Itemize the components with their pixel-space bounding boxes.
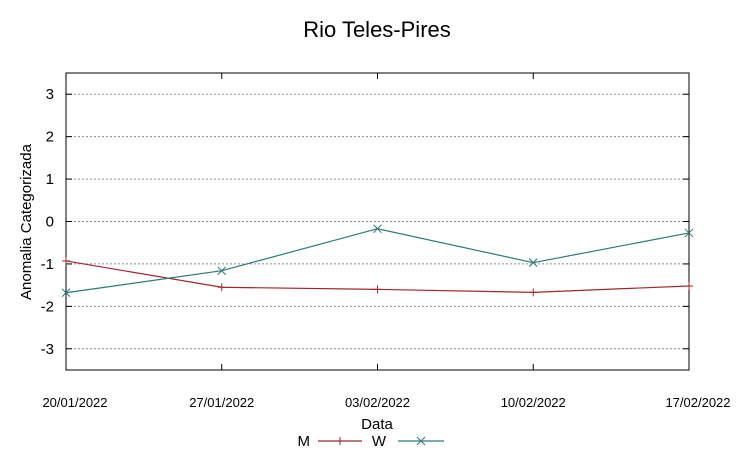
x-axis-ticks: 20/01/2022 27/01/2022 03/02/2022 10/02/2022…: [42, 73, 731, 410]
chart-title: Rio Teles-Pires: [303, 17, 451, 42]
x-tick-label: 27/01/2022: [189, 395, 254, 410]
y-tick-label: 0: [46, 214, 54, 231]
data-point-M: [529, 288, 538, 297]
data-point-W: [684, 228, 694, 238]
legend-marker-M: [336, 437, 344, 445]
data-point-W: [528, 258, 538, 268]
y-tick-label: 1: [46, 171, 54, 188]
series-layer: [61, 224, 694, 298]
data-point-M: [685, 281, 693, 290]
legend-marker-W: [416, 436, 426, 446]
y-tick-label: 2: [46, 129, 54, 146]
grid-lines: [66, 93, 689, 350]
x-tick-label: 17/02/2022: [665, 395, 730, 410]
series-line-W: [65, 228, 690, 294]
data-point-M: [217, 283, 226, 292]
y-tick-label: -3: [41, 341, 54, 358]
data-point-W: [217, 266, 227, 276]
legend-label-M: M: [298, 433, 311, 450]
data-point-M: [62, 256, 70, 265]
data-point-W: [373, 224, 382, 234]
y-axis-label: Anomalia Categorizada: [18, 143, 35, 300]
y-tick-label: -2: [41, 298, 54, 315]
legend-label-W: W: [372, 433, 387, 450]
x-tick-label: 20/01/2022: [42, 395, 107, 410]
y-axis-ticks: 3 2 1 0 -1 -2 -3: [41, 86, 689, 358]
y-tick-label: -1: [41, 256, 54, 273]
x-tick-label: 10/02/2022: [501, 395, 566, 410]
data-point-W: [61, 288, 71, 298]
y-tick-label: 3: [46, 86, 54, 103]
x-tick-label: 03/02/2022: [345, 395, 410, 410]
x-axis-label: Data: [361, 416, 393, 433]
data-point-M: [373, 285, 382, 294]
